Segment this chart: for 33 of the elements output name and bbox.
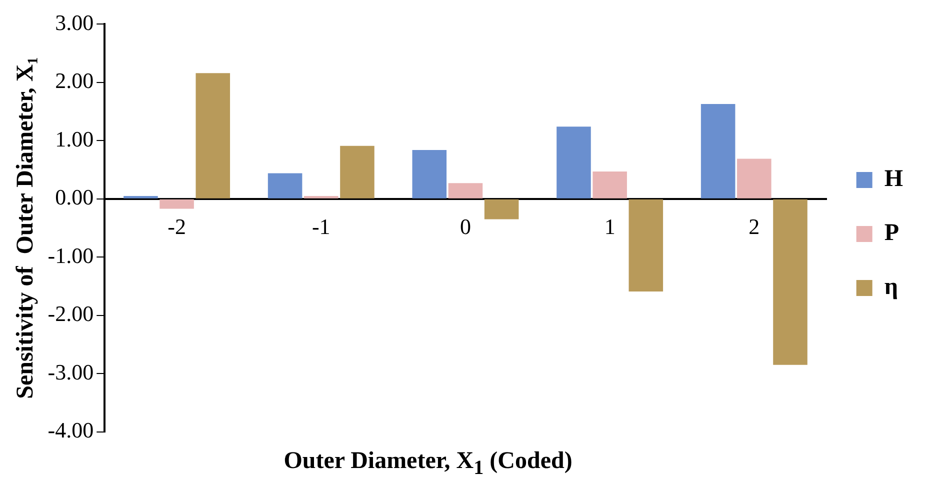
x-tick-label: -2 <box>168 214 186 239</box>
y-tick-label: 3.00 <box>55 10 94 35</box>
legend-label: H <box>884 166 904 192</box>
x-tick-label: 0 <box>460 214 471 239</box>
bar <box>448 183 483 198</box>
bar <box>124 196 158 198</box>
y-tick-label: 1.00 <box>55 126 94 152</box>
bar <box>700 104 736 198</box>
legend-label: η <box>884 274 898 300</box>
bar <box>196 73 230 198</box>
y-axis-title: Sensitivity of Outer Diameter, X₁ <box>12 57 39 399</box>
y-tick-label: -4.00 <box>48 418 94 443</box>
bar <box>628 199 664 292</box>
bar <box>412 150 447 198</box>
bar <box>340 146 374 198</box>
bar <box>160 199 194 209</box>
bar <box>592 172 627 198</box>
y-tick-label: 2.00 <box>55 68 94 94</box>
x-tick-label: -1 <box>312 214 330 239</box>
x-tick-label: 2 <box>748 214 760 239</box>
x-axis-title: Outer Diameter, X$_{1}$ (Coded) <box>282 448 574 480</box>
bar <box>484 199 519 220</box>
bar <box>773 199 808 365</box>
x-tick-label: 1 <box>604 214 616 239</box>
y-tick-label: -1.00 <box>48 242 94 268</box>
y-tick-label: -2.00 <box>48 301 94 326</box>
y-tick-label: 0.00 <box>55 184 94 210</box>
bar <box>304 196 338 198</box>
bar <box>737 158 772 198</box>
y-tick-label: -3.00 <box>48 359 94 384</box>
legend-label: P <box>884 220 900 246</box>
bar <box>268 173 302 198</box>
bar <box>556 126 591 198</box>
